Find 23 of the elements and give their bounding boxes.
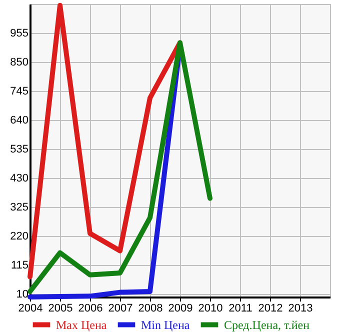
legend-label: Сред.Цена, т.йен: [224, 318, 310, 332]
x-tick-label: 2008: [138, 302, 163, 314]
legend-label: Min Цена: [141, 318, 190, 332]
x-tick-label: 2005: [48, 302, 73, 314]
x-tick-label: 2012: [258, 302, 283, 314]
x-tick-label: 2011: [228, 302, 252, 314]
x-tick-label: 2007: [108, 302, 133, 314]
y-tick-label: 430: [10, 172, 28, 185]
y-tick-label: 640: [10, 114, 28, 127]
y-tick-label: 745: [10, 86, 28, 98]
y-tick-label: 955: [10, 28, 28, 40]
y-tick-label: 850: [10, 56, 28, 69]
legend-label: Max Цена: [56, 318, 108, 332]
y-tick-label: 10: [16, 288, 28, 301]
x-tick-label: 2010: [198, 302, 223, 314]
y-tick-label: 220: [10, 230, 28, 243]
x-tick-label: 2006: [78, 302, 103, 314]
y-tick-label: 325: [10, 202, 28, 214]
y-tick-label: 535: [10, 144, 28, 156]
x-tick-label: 2013: [288, 302, 313, 314]
x-tick-label: 2009: [168, 302, 193, 314]
y-tick-label: 115: [10, 260, 28, 272]
x-tick-label: 2004: [18, 302, 43, 314]
